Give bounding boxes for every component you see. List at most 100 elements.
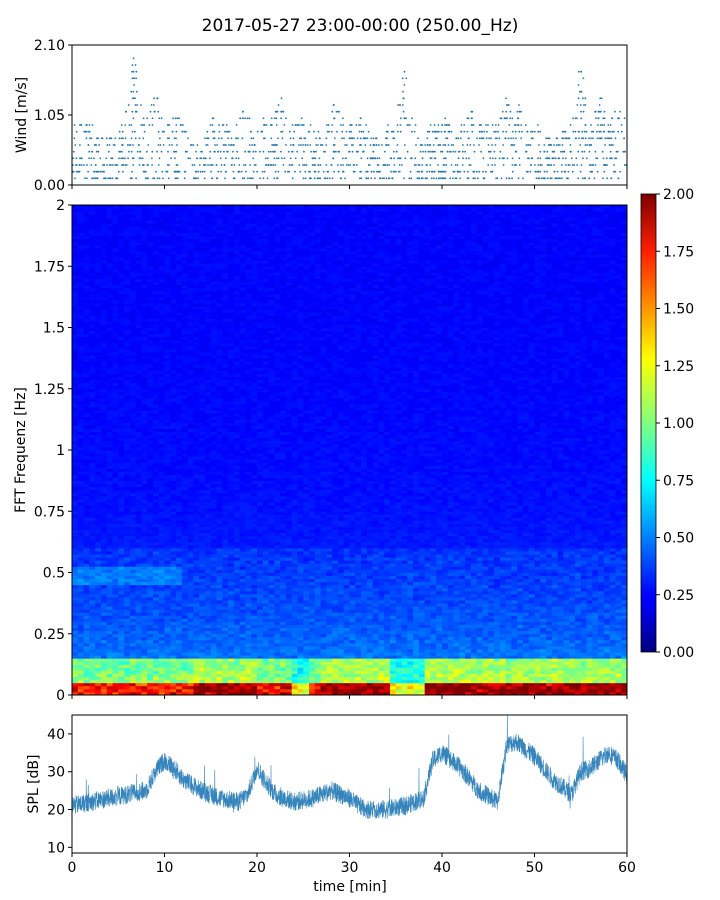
spectrogram-cell [118, 667, 125, 671]
wind-point [131, 177, 133, 180]
spectrogram-cell [522, 691, 530, 695]
spectrogram-cell [233, 639, 241, 644]
wind-point [287, 170, 289, 173]
wind-point [533, 130, 536, 133]
spectrogram-cell [291, 664, 298, 668]
spectrogram-cell [372, 670, 379, 674]
spectrogram-cell [118, 603, 125, 607]
spectrogram-cell [147, 615, 154, 619]
wind-point [317, 164, 320, 166]
spectrogram-cell [621, 600, 627, 604]
spectrogram-cell [453, 670, 460, 674]
spectrogram-cell [349, 664, 356, 668]
spectrogram-cell [303, 621, 310, 625]
spectrogram-cell [603, 606, 611, 610]
spectrogram-cell [384, 673, 391, 678]
spectrogram-cell [476, 664, 483, 668]
spectrogram-cell [222, 597, 229, 601]
wind-point [395, 150, 398, 153]
spectrogram-cell [430, 658, 437, 662]
wind-point [564, 137, 567, 140]
spectrogram-cell [389, 612, 397, 616]
spectrogram-cell [309, 606, 316, 610]
spectrogram-cell [285, 603, 293, 607]
spectrogram-cell [598, 658, 605, 662]
spectrogram-cell [106, 642, 113, 647]
wind-point [494, 124, 497, 126]
spectrogram-cell [418, 670, 426, 674]
spectrogram-cell [522, 642, 530, 647]
spectrogram-cell [453, 615, 460, 619]
spectrogram-cell [106, 593, 113, 598]
spectrogram-cell [470, 615, 478, 619]
wind-point [319, 177, 322, 180]
spectrogram-cell [181, 688, 189, 693]
spectrogram-cell [124, 584, 131, 589]
spectrogram-cell [72, 624, 79, 629]
spectrogram-cell [389, 661, 397, 665]
wind-point [79, 157, 81, 160]
spectrogram-cell [430, 673, 437, 678]
spectrogram-cell [424, 682, 431, 687]
spectrogram-cell [222, 612, 229, 616]
spectrogram-cell [332, 664, 339, 668]
spectrogram-cell [482, 679, 489, 684]
spectrogram-cell [274, 587, 281, 592]
spectrogram-cell [453, 621, 460, 625]
wind-point [396, 144, 399, 146]
spectrogram-cell [326, 649, 333, 653]
spectrogram-cell [436, 646, 443, 650]
spectrogram-cell [366, 655, 374, 659]
spectrogram-cell [314, 667, 321, 671]
spectrogram-cell [499, 593, 506, 598]
spectrogram-cell [621, 587, 627, 592]
spectrogram-cell [413, 600, 420, 604]
spectrogram-cell [274, 627, 281, 632]
spectrogram-cell [517, 609, 524, 613]
spectrogram-cell [135, 624, 142, 629]
wind-point [99, 157, 102, 160]
spectrogram-cell [349, 606, 356, 610]
spectrogram-cell [187, 667, 194, 671]
spectrogram-cell [147, 658, 154, 662]
spectrogram-cell [586, 612, 593, 616]
wind-point [140, 157, 142, 160]
wind-point [267, 150, 270, 153]
spectrogram-cell [83, 609, 90, 613]
spectrogram-cell [603, 615, 611, 619]
spectrogram-cell [621, 661, 627, 665]
wind-point [247, 177, 249, 180]
spectrogram-cell [332, 670, 339, 674]
spectrogram-cell [343, 590, 350, 595]
spectrogram-cell [413, 676, 420, 681]
wind-point [504, 137, 507, 140]
spectrogram-cell [77, 609, 84, 613]
spectrogram-cell [129, 603, 136, 607]
spectrogram-cell [285, 587, 293, 592]
wind-point [574, 130, 577, 133]
wind-point [397, 157, 399, 160]
spectrogram-cell [216, 652, 223, 656]
wind-point [487, 124, 489, 126]
wind-point [226, 150, 229, 153]
spectrogram-cell [424, 615, 431, 619]
wind-point [132, 144, 134, 146]
wind-point [459, 177, 462, 180]
spectrogram-cell [106, 597, 113, 601]
spectrogram-cell [430, 593, 437, 598]
spectrogram-cell [528, 627, 535, 632]
spectrogram-cell [436, 590, 443, 595]
spectrogram-cell [291, 688, 298, 693]
spectrogram-cell [100, 615, 108, 619]
spectrogram-cell [129, 627, 136, 632]
spectrogram-cell [297, 587, 304, 592]
spectrogram-cell [89, 664, 96, 668]
spectrogram-cell [563, 691, 570, 695]
spectrogram-cell [447, 691, 454, 695]
spectrogram-cell [580, 661, 587, 665]
spectrogram-cell [239, 649, 246, 653]
spectrogram-cell [366, 597, 374, 601]
wind-point [313, 130, 315, 133]
spectrogram-cell [199, 590, 206, 595]
spectrogram-cell [239, 600, 246, 604]
